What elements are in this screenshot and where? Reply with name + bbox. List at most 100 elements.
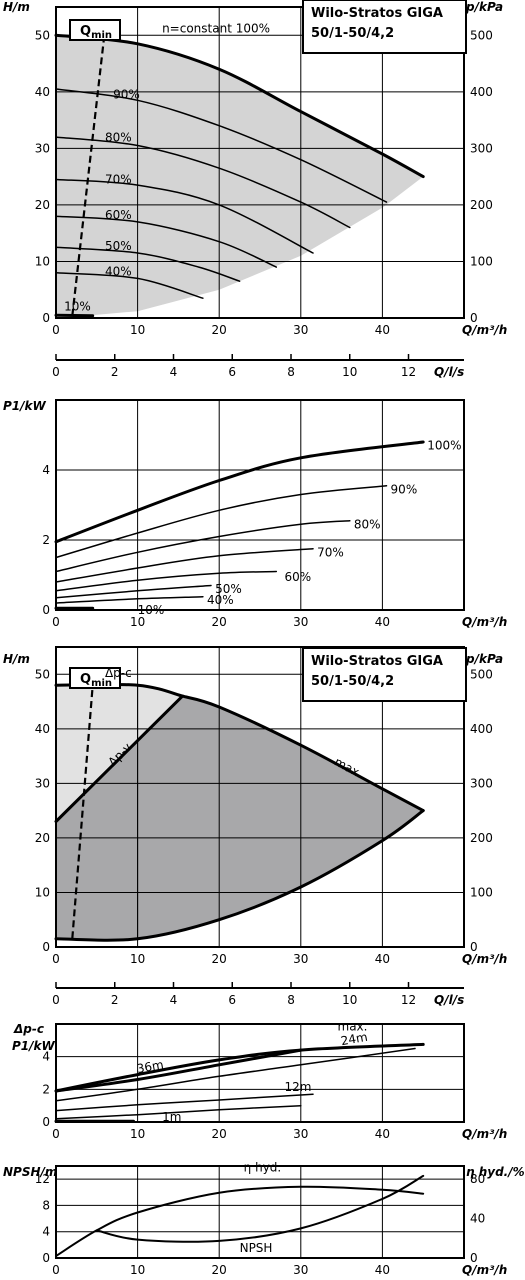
y2-tick-label: 100 [470,254,493,268]
x-tick-label: 20 [212,323,227,337]
speed-curve [55,178,314,254]
x-tick-label: 40 [375,1263,390,1277]
title-box [302,0,467,54]
qmin-line [71,29,107,316]
power-curve [55,595,204,604]
ls-tick-label: 2 [111,993,119,1007]
power-curve [55,548,314,583]
curve-label: 60% [284,570,311,584]
qmin-subscript: min [91,30,112,41]
qmin-box [69,667,121,689]
operating-area [56,696,424,941]
ls-tick-label: 0 [52,993,60,1007]
y2-tick-label: 500 [470,28,493,42]
ls-tick-label: 12 [401,993,416,1007]
y-axis-label: H/m [3,652,30,666]
y-tick-label: 2 [42,533,50,547]
chart-title-line: Wilo-Stratos GIGA [311,654,443,669]
y2-tick-label: 80 [470,1172,485,1186]
x-tick-label: 30 [293,1127,308,1141]
y-axis-label: NPSH/m [3,1165,57,1179]
x-tick-label: 40 [375,615,390,629]
y-tick-label: 40 [35,85,50,99]
y-tick-label: 4 [42,463,50,477]
power-curve [55,485,388,559]
y2-axis-label: η hyd./% [466,1165,525,1179]
plot-frame [55,1023,465,1123]
chart-npsh-efficiency: 0 10 20 30 40 0 4 8 12 0 40 80 Q/m³/h η hyd. NPSH NPSH/… [3,1160,525,1277]
y-tick-label: 20 [35,831,50,845]
y-tick-label: 0 [42,940,50,954]
y-tick-label: 40 [35,722,50,736]
power-curve [54,1048,303,1093]
curve-label: 40% [105,265,132,279]
x-tick-label: 10 [130,1263,145,1277]
power-curve [55,570,278,592]
title-box [302,647,467,702]
curve-label: 70% [105,172,132,186]
x-tick-label: 30 [293,1263,308,1277]
y2-tick-label: 400 [470,85,493,99]
curve-label: 90% [113,88,140,102]
power-curve [55,1093,314,1112]
x-axis-label: Q/m³/h [462,615,507,629]
chart-title-line: 50/1-50/4,2 [311,26,394,41]
y-tick-label: 30 [35,141,50,155]
curve-label: 90% [391,482,418,496]
curve-label: 50% [215,582,242,596]
curve-label: 50% [105,239,132,253]
ls-tick-label: 0 [52,365,60,379]
y-tick-label: 10 [35,254,50,268]
qmin-subscript: min [91,678,112,689]
x-axis-label: Q/m³/h [462,1127,507,1141]
ls-axis-label: Q/l/s [434,365,464,379]
ls-axis-label: Q/l/s [434,993,464,1007]
y2-tick-label: 200 [470,831,493,845]
y-tick-label: 12 [35,1172,50,1186]
curve-label: 1m [162,1110,181,1124]
y2-tick-label: 40 [470,1211,485,1225]
x-axis-label: Q/m³/h [462,952,507,966]
ls-tick-label: 10 [342,993,357,1007]
power-curve [54,1042,425,1093]
speed-curve [54,313,95,318]
dpc-area [56,684,183,822]
x-tick-label: 10 [130,615,145,629]
y2-tick-label: 100 [470,885,493,899]
y2-tick-label: 400 [470,722,493,736]
power-curve [55,584,212,599]
x-tick-label: 10 [130,323,145,337]
ls-tick-label: 10 [342,365,357,379]
ls-tick-label: 2 [111,365,119,379]
x-tick-label: 20 [212,615,227,629]
curve-label: 10% [138,603,165,617]
chart-title-line: Wilo-Stratos GIGA [311,6,443,21]
x-tick-label: 30 [293,615,308,629]
eta-curve-label: η hyd. [244,1160,282,1174]
curve-label: 36m [136,1057,165,1075]
speed-curve [55,246,241,282]
curve-label: max. [338,1020,368,1034]
control-curve [54,694,184,823]
plot-frame [55,1165,465,1259]
y-tick-label: 0 [42,311,50,325]
curve-label: 40% [207,593,234,607]
curve-label: 70% [317,545,344,559]
speed-curve [55,88,388,203]
y-tick-label: 50 [35,28,50,42]
y2-tick-label: 500 [470,667,493,681]
curve-label: 24m [340,1030,369,1048]
plot-frame [55,6,465,319]
chart-title-line: 50/1-50/4,2 [311,674,394,689]
y-tick-label: 0 [42,1251,50,1265]
y-axis-label: P1/kW [3,399,47,413]
x-tick-label: 40 [375,952,390,966]
curve-label: n=constant 100% [162,21,270,35]
npsh-eff-curve [95,1174,425,1243]
y-tick-label: 0 [42,603,50,617]
curve-label: 80% [105,131,132,145]
dpc-axis-label: Δp-c [13,1022,44,1036]
x-tick-label: 30 [293,952,308,966]
y-tick-label: 10 [35,885,50,899]
y-tick-label: 20 [35,198,50,212]
